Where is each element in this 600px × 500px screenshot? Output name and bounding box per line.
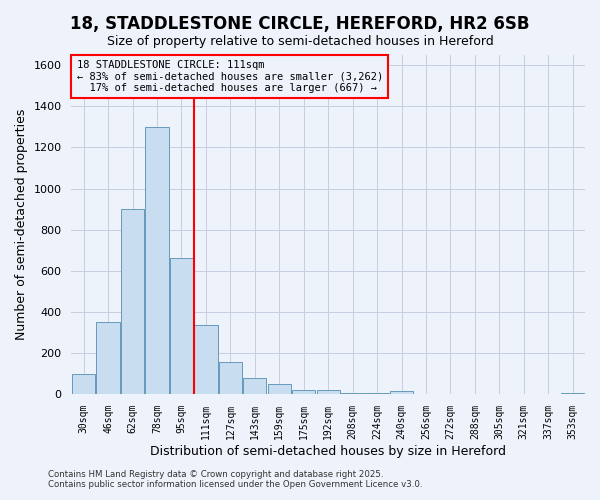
Bar [145,127,169,394]
Text: 18 STADDLESTONE CIRCLE: 111sqm
← 83% of semi-detached houses are smaller (3,262): 18 STADDLESTONE CIRCLE: 111sqm ← 83% of … [77,60,383,94]
Y-axis label: Number of semi-detached properties: Number of semi-detached properties [15,109,28,340]
Text: Size of property relative to semi-detached houses in Hereford: Size of property relative to semi-detach… [107,35,493,48]
Bar [72,374,95,394]
Bar [317,390,340,394]
Text: Contains HM Land Registry data © Crown copyright and database right 2025.
Contai: Contains HM Land Registry data © Crown c… [48,470,422,489]
Bar [561,393,584,394]
Bar [390,391,413,394]
Bar [341,393,364,394]
Bar [219,362,242,394]
Bar [97,322,120,394]
Bar [292,390,316,394]
Bar [243,378,266,394]
Bar [194,325,218,394]
Bar [268,384,291,394]
Bar [170,258,193,394]
Text: 18, STADDLESTONE CIRCLE, HEREFORD, HR2 6SB: 18, STADDLESTONE CIRCLE, HEREFORD, HR2 6… [70,15,530,33]
Bar [365,393,389,394]
Bar [121,209,144,394]
X-axis label: Distribution of semi-detached houses by size in Hereford: Distribution of semi-detached houses by … [150,444,506,458]
